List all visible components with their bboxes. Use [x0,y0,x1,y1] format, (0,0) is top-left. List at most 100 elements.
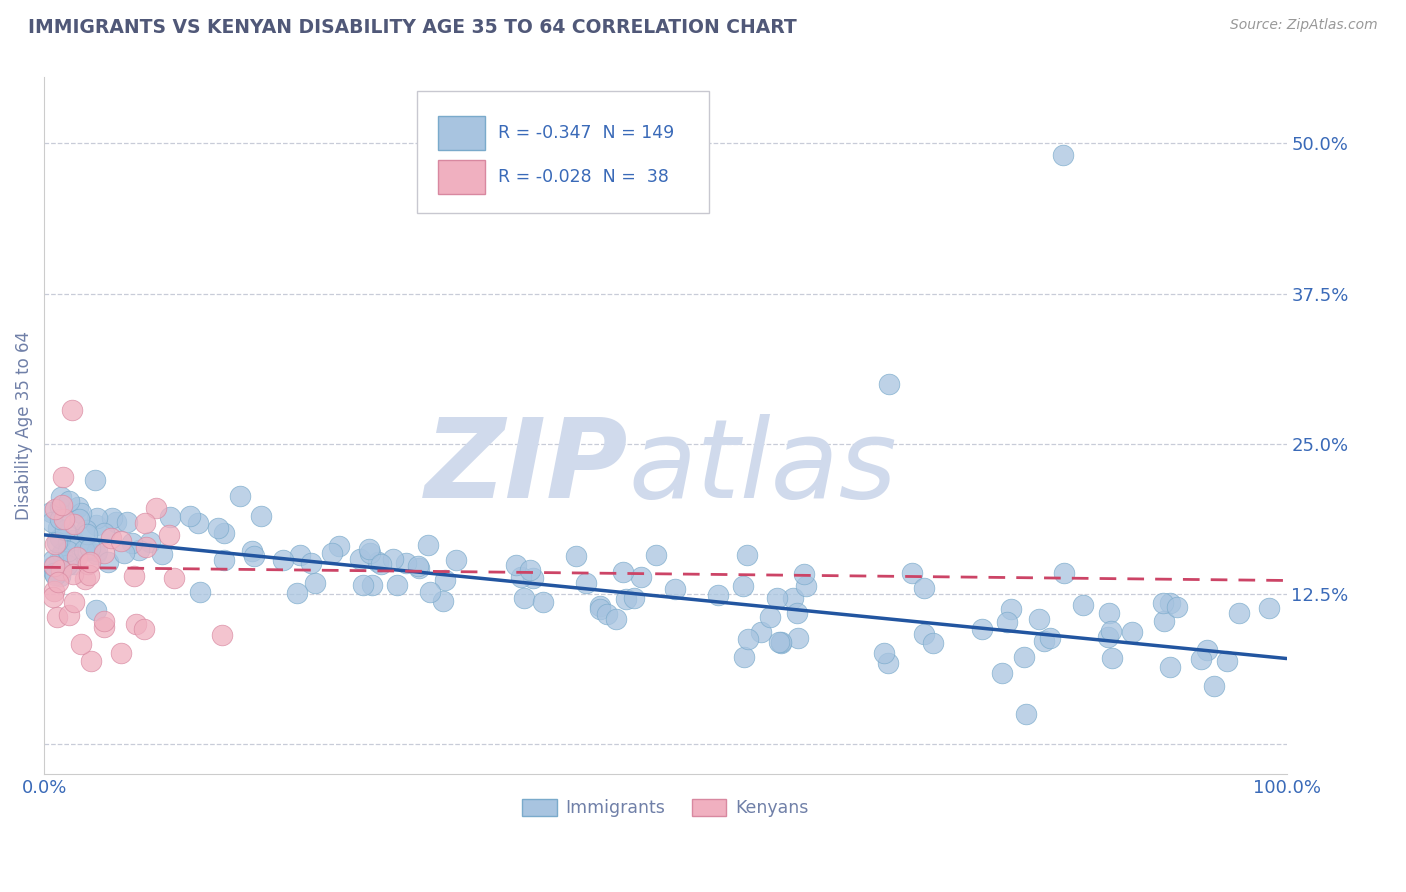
Point [328,540,350,554]
Point [134,516,156,531]
Point [614,591,637,606]
Point [93,620,115,634]
Point [352,578,374,592]
Point [49,500,72,515]
Point [1121,624,1143,639]
Point [1032,633,1054,648]
Point [434,573,457,587]
Point [575,575,598,590]
Point [44,559,66,574]
Point [513,591,536,605]
Point [786,606,808,620]
Point [1191,652,1213,666]
Point [1227,606,1250,620]
Point [42,590,65,604]
Point [42,566,65,581]
Point [84,517,107,532]
Point [519,563,541,577]
Text: IMMIGRANTS VS KENYAN DISABILITY AGE 35 TO 64 CORRELATION CHART: IMMIGRANTS VS KENYAN DISABILITY AGE 35 T… [28,18,797,37]
Point [912,581,935,595]
Point [229,489,252,503]
Point [84,547,107,561]
Point [104,515,127,529]
Point [990,665,1012,680]
Point [766,591,789,605]
Point [1215,654,1237,668]
Point [214,525,236,540]
Point [612,565,634,579]
Point [735,549,758,563]
Point [179,508,201,523]
Point [970,622,993,636]
Point [212,552,235,566]
Point [382,552,405,566]
Point [360,578,382,592]
Point [395,557,418,571]
Point [321,546,343,560]
Point [69,506,91,520]
Point [522,571,544,585]
Point [793,567,815,582]
Point [63,595,86,609]
Point [60,403,83,417]
Point [51,490,73,504]
Point [58,535,80,549]
Text: ZIP: ZIP [425,414,628,521]
Point [56,558,79,572]
Point [51,498,73,512]
Point [110,646,132,660]
Point [630,570,652,584]
Point [46,575,69,590]
Point [1014,706,1036,721]
Point [44,537,66,551]
Point [52,470,75,484]
Point [731,579,754,593]
Point [419,584,441,599]
Point [794,579,817,593]
Point [921,635,943,649]
Point [67,500,90,515]
Point [100,511,122,525]
Point [1159,596,1181,610]
Point [877,376,900,391]
Point [249,509,271,524]
Point [1097,631,1119,645]
Point [134,622,156,636]
Point [159,509,181,524]
Point [207,521,229,535]
Text: Source: ZipAtlas.com: Source: ZipAtlas.com [1230,18,1378,32]
Point [912,627,935,641]
Point [76,527,98,541]
Point [58,608,80,623]
Point [76,543,98,558]
Point [44,501,66,516]
Point [79,555,101,569]
Point [304,575,326,590]
Point [62,567,84,582]
Point [349,552,371,566]
Point [877,656,900,670]
Point [163,571,186,585]
Point [1257,601,1279,615]
Point [56,554,79,568]
Point [62,533,84,547]
Point [93,615,115,629]
Point [75,573,97,587]
Point [531,595,554,609]
Point [70,637,93,651]
Point [707,588,730,602]
Point [188,585,211,599]
Point [187,516,209,530]
Point [408,561,430,575]
Point [901,566,924,580]
Point [100,531,122,545]
Point [58,544,80,558]
Point [115,515,138,529]
Point [509,570,531,584]
Point [77,568,100,582]
Point [110,534,132,549]
FancyBboxPatch shape [439,117,485,150]
Point [995,615,1018,630]
Point [446,553,468,567]
Point [49,512,72,526]
